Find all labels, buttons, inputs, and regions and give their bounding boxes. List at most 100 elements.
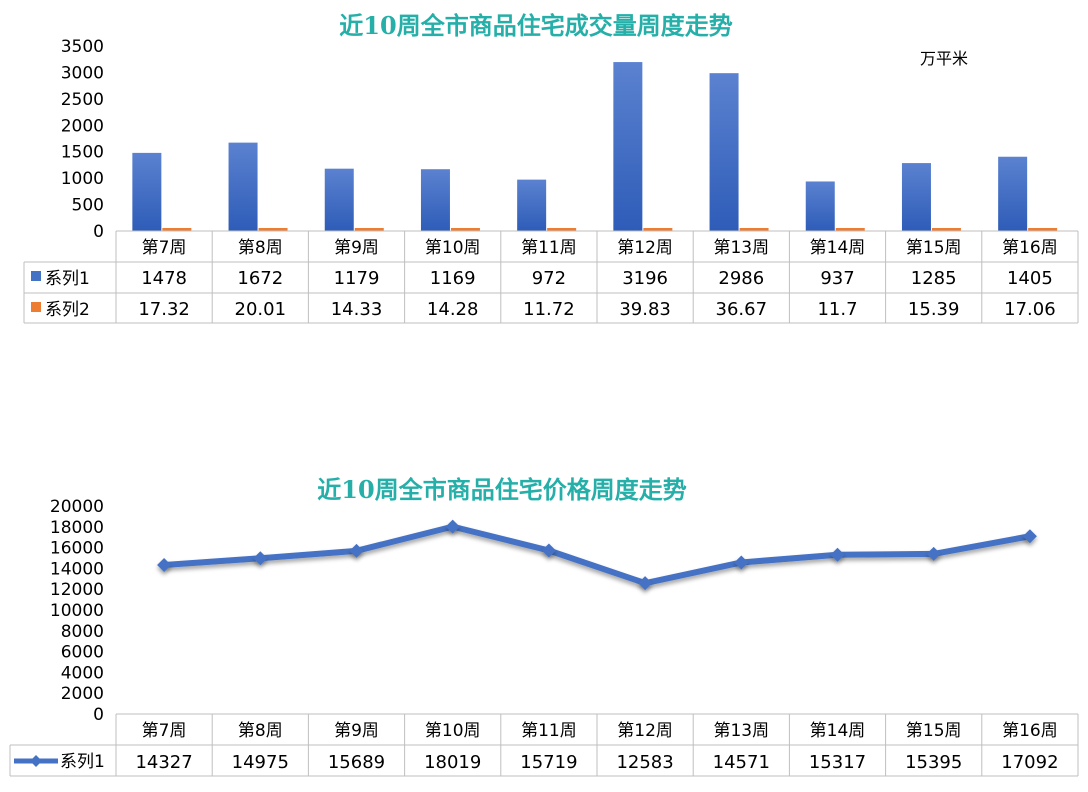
bar-chart-bars [132, 62, 1058, 231]
line-point-series1 [830, 547, 845, 562]
line-chart: 近10周全市商品住宅价格周度走势 02000400060008000100001… [9, 475, 1079, 777]
bar-series1 [420, 169, 450, 231]
data-table-cell: 972 [532, 268, 566, 289]
data-table-cell: 20.01 [235, 299, 287, 320]
data-table-cell: 3196 [622, 268, 668, 289]
line-point-series1 [1022, 529, 1037, 544]
bar-series1 [228, 142, 258, 231]
data-table-cell: 1672 [237, 268, 283, 289]
data-table-cell: 18019 [424, 752, 481, 773]
line-chart-y-tick-label: 14000 [50, 559, 104, 579]
data-table-cell: 1478 [141, 268, 187, 289]
bar-series2 [835, 228, 865, 231]
bar-chart-y-tick-label: 0 [93, 222, 104, 242]
bar-chart-y-tick-label: 500 [72, 196, 104, 216]
bar-series2 [547, 228, 577, 231]
line-chart-x-tick-label: 第7周 [142, 721, 187, 741]
data-table-cell: 14327 [135, 752, 192, 773]
line-point-series1 [253, 551, 268, 566]
line-point-series1 [445, 519, 460, 534]
data-table-cell: 1179 [334, 268, 380, 289]
series2-legend-label: 系列2 [45, 300, 90, 320]
bar-chart-x-tick-label: 第16周 [1002, 238, 1058, 258]
data-table-cell: 36.67 [716, 299, 768, 320]
line-chart-title: 近10周全市商品住宅价格周度走势 [317, 475, 686, 504]
line-chart-x-tick-label: 第9周 [334, 721, 379, 741]
line-chart-x-tick-label: 第14周 [810, 721, 866, 741]
data-table-cell: 15719 [520, 752, 577, 773]
bar-series1 [132, 152, 162, 231]
bar-series2 [162, 228, 192, 231]
line-chart-x-tick-label: 第15周 [906, 721, 962, 741]
bar-chart-y-tick-label: 1000 [61, 169, 104, 189]
bar-chart-x-tick-label: 第10周 [425, 238, 481, 258]
data-table-cell: 14975 [232, 752, 289, 773]
bar-series2 [354, 228, 384, 231]
line-chart-series [157, 519, 1037, 591]
line-chart-y-axis: 0200040006000800010000120001400016000180… [50, 497, 104, 725]
line-chart-data-table: 第7周 第8周 第9周 第10周 第11周 第12周 第13周 第14周 第15周 第16周系列1… [9, 713, 1079, 777]
line-series1-legend-label: 系列1 [60, 752, 105, 772]
bar-series1 [709, 73, 739, 231]
line-chart-y-tick-label: 16000 [50, 539, 104, 559]
bar-chart-x-tick-label: 第7周 [142, 238, 187, 258]
line-chart-y-tick-label: 4000 [61, 663, 104, 683]
bar-chart-x-tick-label: 第11周 [521, 238, 577, 258]
bar-series1 [324, 168, 354, 231]
line-point-series1 [349, 543, 364, 558]
line-chart-y-tick-label: 12000 [50, 580, 104, 600]
bar-chart-x-tick-label: 第12周 [617, 238, 673, 258]
line-point-series1 [541, 543, 556, 558]
line-chart-y-tick-label: 18000 [50, 518, 104, 538]
bar-series1 [613, 62, 643, 231]
data-table-cell: 2986 [718, 268, 764, 289]
series1-legend-label: 系列1 [45, 269, 90, 289]
data-table-cell: 15689 [328, 752, 385, 773]
line-point-series1 [926, 546, 941, 561]
data-table-cell: 39.83 [619, 299, 671, 320]
line-chart-y-tick-label: 0 [93, 705, 104, 725]
line-chart-y-tick-label: 20000 [50, 497, 104, 517]
data-table-cell: 17.32 [138, 299, 190, 320]
bar-chart-y-tick-label: 3500 [61, 37, 104, 57]
data-table-cell: 14.33 [331, 299, 383, 320]
line-chart-y-tick-label: 10000 [50, 601, 104, 621]
bar-series1 [517, 179, 547, 231]
data-table-cell: 11.7 [817, 299, 857, 320]
line-chart-x-tick-label: 第8周 [238, 721, 283, 741]
bar-chart-x-tick-label: 第15周 [906, 238, 962, 258]
line-chart-x-tick-label: 第12周 [617, 721, 673, 741]
data-table-cell: 12583 [616, 752, 673, 773]
bar-chart-x-tick-label: 第8周 [238, 238, 283, 258]
data-table-cell: 17092 [1001, 752, 1058, 773]
data-table-cell: 11.72 [523, 299, 575, 320]
bar-chart-x-tick-label: 第13周 [713, 238, 769, 258]
bar-chart-y-tick-label: 1500 [61, 143, 104, 163]
bar-series2 [931, 228, 961, 231]
data-table-cell: 14.28 [427, 299, 479, 320]
data-table-cell: 1169 [430, 268, 476, 289]
bar-chart-y-axis: 0 500 1000 1500 2000 2500 3000 3500 [61, 37, 104, 242]
line-chart-x-tick-label: 第10周 [425, 721, 481, 741]
line-chart-y-tick-label: 6000 [61, 643, 104, 663]
bar-series2 [739, 228, 769, 231]
bar-chart-data-table: 第7周 第8周 第9周 第10周 第11周 第12周 第13周 第14周 第15周 第16周系列1… [23, 230, 1079, 324]
series1-legend-key [31, 271, 41, 281]
bar-series2 [450, 228, 480, 231]
bar-chart-x-tick-label: 第9周 [334, 238, 379, 258]
data-table-cell: 15317 [809, 752, 866, 773]
line-chart-x-tick-label: 第11周 [521, 721, 577, 741]
line-chart-x-tick-label: 第16周 [1002, 721, 1058, 741]
bar-chart-title: 近10周全市商品住宅成交量周度走势 [339, 11, 732, 40]
bar-chart-y-tick-label: 3000 [61, 63, 104, 83]
bar-chart-y-tick-label: 2000 [61, 116, 104, 136]
data-table-cell: 1285 [911, 268, 957, 289]
bar-series2 [643, 228, 673, 231]
data-table-cell: 15.39 [908, 299, 960, 320]
line-chart-y-tick-label: 8000 [61, 622, 104, 642]
data-table-cell: 15395 [905, 752, 962, 773]
bar-series2 [258, 228, 288, 231]
line-chart-y-tick-label: 2000 [61, 684, 104, 704]
bar-chart-y-tick-label: 2500 [61, 90, 104, 110]
bar-chart-unit-label: 万平米 [920, 49, 968, 68]
